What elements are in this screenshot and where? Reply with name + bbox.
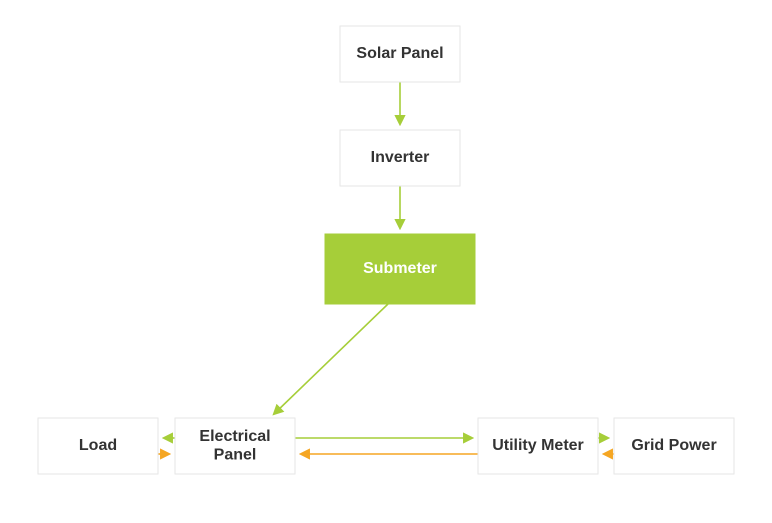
node-grid-label: Grid Power bbox=[631, 437, 716, 454]
node-utility: Utility Meter bbox=[478, 418, 598, 474]
node-grid: Grid Power bbox=[614, 418, 734, 474]
node-submeter-label: Submeter bbox=[363, 260, 437, 277]
node-utility-label: Utility Meter bbox=[492, 437, 584, 454]
node-solar-label: Solar Panel bbox=[356, 45, 443, 62]
node-panel-label: Panel bbox=[214, 446, 257, 463]
node-panel: ElectricalPanel bbox=[175, 418, 295, 474]
node-solar: Solar Panel bbox=[340, 26, 460, 82]
node-panel-label: Electrical bbox=[199, 428, 270, 445]
node-submeter: Submeter bbox=[325, 234, 475, 304]
edge-submeter-panel bbox=[274, 304, 388, 414]
node-inverter-label: Inverter bbox=[371, 149, 430, 166]
flowchart-canvas: Solar Panel Inverter Submeter Load Electrica… bbox=[0, 0, 772, 523]
node-load: Load bbox=[38, 418, 158, 474]
node-load-label: Load bbox=[79, 437, 117, 454]
node-inverter: Inverter bbox=[340, 130, 460, 186]
